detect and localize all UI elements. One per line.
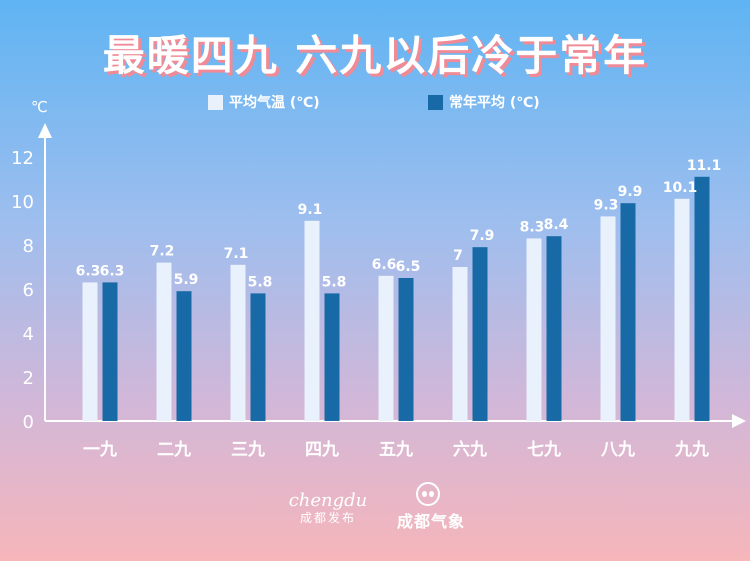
x-tick-label: 四九 bbox=[305, 440, 339, 460]
data-label-normal: 5.8 bbox=[322, 274, 347, 290]
bar-normal bbox=[176, 291, 192, 421]
chart-legend: 平均气温 (℃) 常年平均 (℃) bbox=[0, 92, 750, 116]
data-label-average: 9.1 bbox=[298, 202, 323, 218]
bar-average bbox=[82, 282, 98, 421]
data-label-normal: 6.3 bbox=[100, 263, 125, 279]
bar-normal bbox=[546, 236, 562, 421]
data-label-average: 10.1 bbox=[663, 180, 698, 196]
chengdu-weather-logo: 成都气象 bbox=[388, 482, 474, 532]
y-tick-label: 12 bbox=[11, 148, 34, 169]
bar-normal bbox=[472, 247, 488, 421]
data-label-normal: 11.1 bbox=[687, 158, 722, 174]
legend-swatch-normal bbox=[428, 94, 443, 110]
y-tick-label: 2 bbox=[23, 368, 34, 389]
x-tick-label: 九九 bbox=[674, 440, 709, 460]
x-tick-label: 六九 bbox=[453, 439, 487, 460]
y-tick-label: 0 bbox=[23, 412, 34, 433]
bar-average bbox=[378, 275, 394, 421]
data-label-normal: 9.9 bbox=[618, 184, 643, 200]
bar-average bbox=[156, 262, 172, 421]
bar-average bbox=[452, 267, 468, 421]
data-label-average: 6.3 bbox=[76, 263, 101, 279]
data-label-average: 7.2 bbox=[150, 244, 175, 260]
data-label-normal: 8.4 bbox=[544, 217, 569, 233]
legend-label-average: 平均气温 (℃) bbox=[229, 95, 320, 111]
x-tick-label: 五九 bbox=[379, 440, 413, 460]
chart-title: 最暖四九 六九以后冷于常年 bbox=[102, 31, 648, 80]
x-tick-label: 一九 bbox=[83, 440, 117, 460]
data-label-normal: 5.8 bbox=[248, 274, 273, 290]
y-tick-label: 10 bbox=[11, 192, 34, 213]
y-axis-arrow-icon bbox=[38, 123, 52, 138]
legend-item-average: 平均气温 (℃) bbox=[208, 92, 320, 112]
x-tick-label: 三九 bbox=[231, 440, 265, 460]
bar-normal bbox=[324, 293, 340, 421]
y-axis-unit: ℃ bbox=[31, 98, 48, 116]
bar-average bbox=[526, 238, 542, 421]
bar-average bbox=[304, 220, 320, 421]
x-tick-label: 二九 bbox=[157, 440, 191, 460]
x-tick-label: 八九 bbox=[601, 440, 635, 460]
data-label-average: 8.3 bbox=[520, 219, 545, 235]
bar-normal bbox=[694, 176, 710, 421]
y-tick-label: 6 bbox=[23, 280, 34, 301]
chengdu-logo-en: chengdu bbox=[288, 490, 368, 511]
chengdu-fabu-logo: chengdu 成都发布 bbox=[286, 492, 370, 526]
legend-swatch-average bbox=[208, 94, 223, 110]
bar-normal bbox=[250, 293, 266, 421]
data-label-normal: 5.9 bbox=[174, 272, 199, 288]
bar-normal bbox=[620, 203, 636, 421]
data-label-average: 7.1 bbox=[224, 246, 249, 262]
data-label-normal: 7.9 bbox=[470, 228, 495, 244]
y-tick-label: 4 bbox=[23, 324, 34, 345]
bar-normal bbox=[102, 282, 118, 421]
data-label-average: 7 bbox=[453, 248, 463, 264]
bar-average bbox=[600, 216, 616, 421]
chengdu-logo-cn: 成都发布 bbox=[299, 511, 356, 525]
x-tick-label: 七九 bbox=[527, 440, 561, 460]
bar-normal bbox=[398, 278, 414, 421]
weather-logo-cn: 成都气象 bbox=[396, 512, 465, 531]
legend-label-normal: 常年平均 (℃) bbox=[449, 95, 540, 111]
panda-icon bbox=[416, 482, 440, 506]
x-axis-arrow-icon bbox=[732, 414, 746, 428]
bar-average bbox=[230, 264, 246, 421]
y-tick-label: 8 bbox=[23, 236, 34, 257]
data-label-normal: 6.5 bbox=[396, 259, 421, 275]
bar-average bbox=[674, 198, 690, 421]
data-label-average: 9.3 bbox=[594, 197, 619, 213]
logos: chengdu 成都发布 成都气象 bbox=[0, 482, 750, 542]
data-label-average: 6.6 bbox=[372, 257, 397, 273]
legend-item-normal: 常年平均 (℃) bbox=[428, 92, 540, 112]
